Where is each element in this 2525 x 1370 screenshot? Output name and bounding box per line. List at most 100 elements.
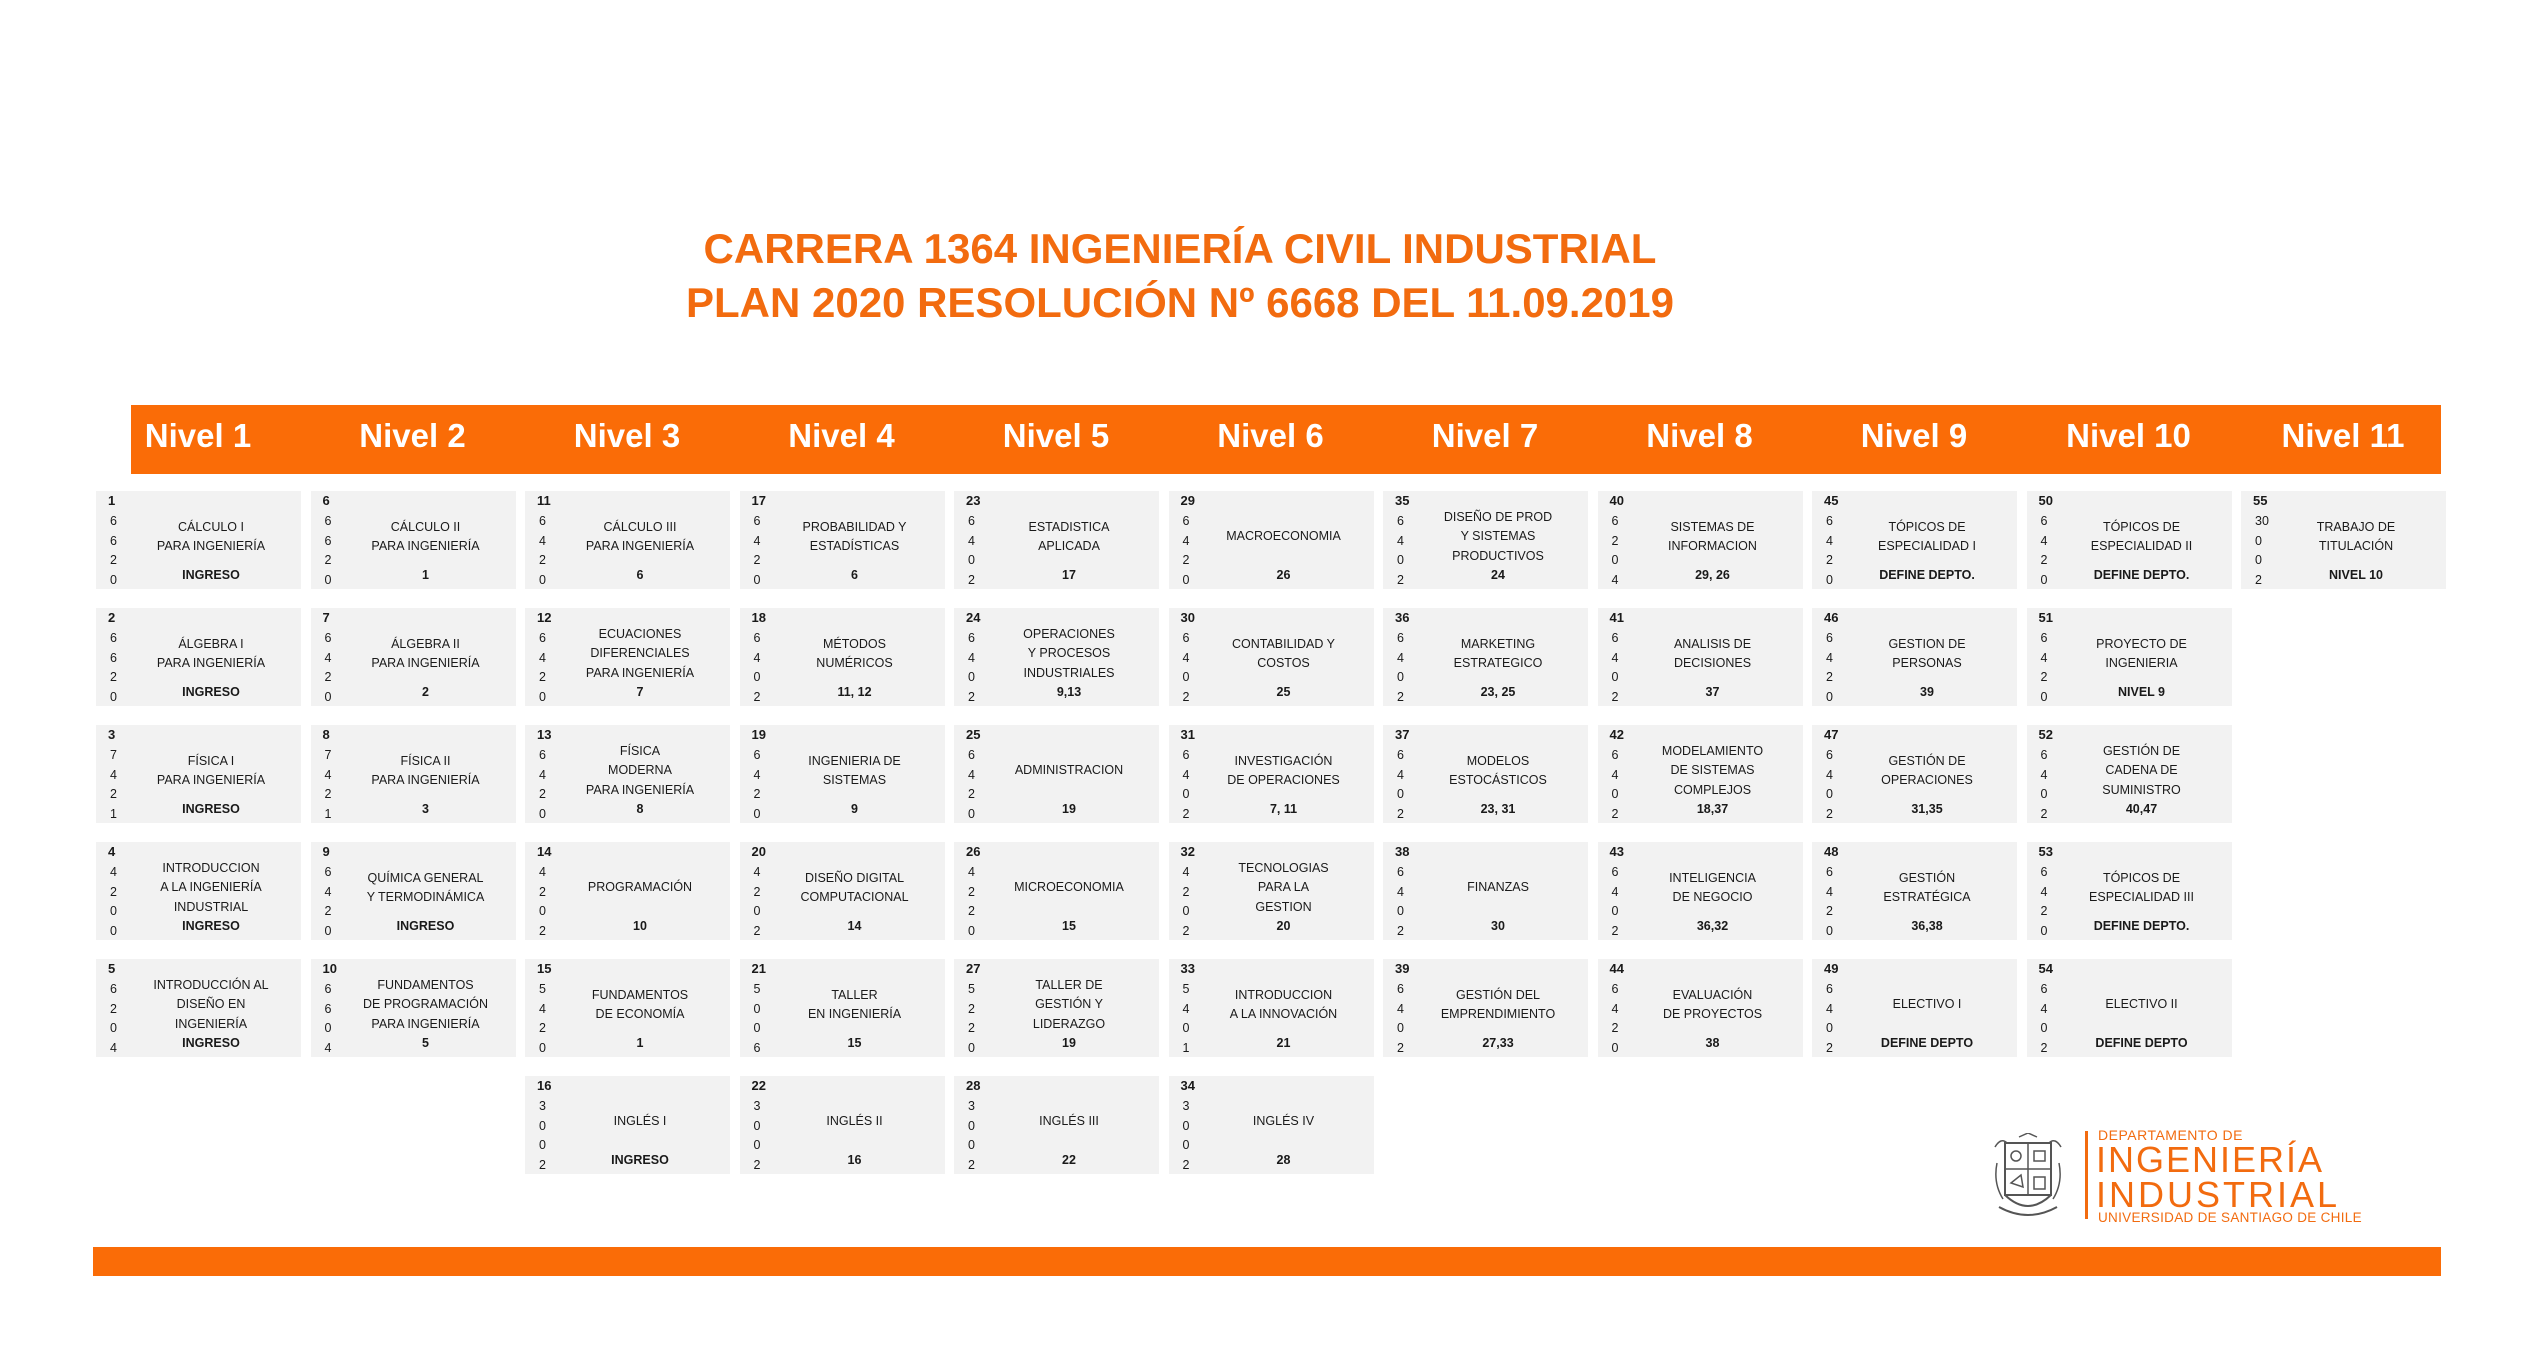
course-stat: 0 [1611,553,1619,567]
course-stat: 4 [2040,884,2048,899]
level-header-10: Nivel 10 [2066,417,2191,454]
course-prerequisite: 9 [851,802,858,816]
course-stat: 0 [968,1040,975,1055]
course-stat: 0 [968,1118,975,1133]
course-stats: 6 4 0 2 [2041,746,2057,824]
course-prerequisite: 23, 25 [1480,685,1516,699]
course-name: Investigación De Operaciones [1227,753,1340,788]
course-stat: 0 [110,923,117,938]
course-stat: 4 [1182,650,1190,665]
course-stat: 2 [2255,572,2262,587]
course-number: 14 [537,844,552,859]
levels-header-bar: Nivel 1 Nivel 2 Nivel 3 Nivel 4 Nivel 5 Nivel… [131,405,2441,474]
course-stats: 6 4 2 0 [2041,629,2057,707]
course-stat: 0 [539,1138,546,1152]
course-stat: 0 [2040,689,2048,704]
course-stat: 6 [753,1040,761,1055]
level-header-4: Nivel 4 [788,417,895,454]
course-stats: 6 4 2 0 [1826,629,1842,707]
course-number: 52 [2038,727,2053,742]
course-stat: 2 [539,787,546,801]
course-number: 6 [322,493,330,508]
course-stat: 2 [1611,1021,1619,1035]
course-card: 4 4 2 0 0 Introduccion A La Ingeniería Indust… [96,842,301,940]
course-name: Gestion De Personas [1888,636,1966,671]
course-stats: 6 4 2 0 [754,512,770,590]
level-header-11: Nivel 11 [2281,417,2405,454]
course-card: 21 5 0 0 6 Taller En Ingeniería 15 [739,959,945,1057]
course-card: 28 3 0 0 2 Inglés III 22 [954,1076,1159,1174]
course-stat: 2 [1397,806,1404,821]
course-card: 12 6 4 2 0 Ecuaciones Diferenciales Para Inge… [525,608,730,706]
course-stats: 4 2 0 2 [754,863,770,941]
course-stat: 4 [753,533,761,548]
course-number: 43 [1609,844,1624,859]
course-name: Física Moderna Para Ingeniería [585,743,695,797]
course-stat: 2 [2040,1040,2048,1055]
course-stats: 6 4 0 2 [1397,512,1413,590]
course-prerequisite: 17 [1062,568,1076,582]
course-number: 53 [2038,844,2053,859]
course-stats: 5 4 2 0 [539,980,555,1058]
course-stat: 0 [324,1021,332,1035]
course-stat: 0 [1397,553,1404,567]
course-stats: 4 2 0 2 [539,863,555,941]
course-name: Física II Para Ingeniería [371,753,480,788]
course-stat: 6 [2040,748,2048,762]
course-prerequisite: 1 [422,568,429,582]
course-stats: 6 2 0 4 [110,980,126,1058]
course-stat: 6 [1611,631,1619,645]
course-stats: 6 4 2 0 [1826,863,1842,941]
course-card: 20 4 2 0 2 Diseño Digital Computacional 14 [739,842,945,941]
course-number: 37 [1395,727,1410,742]
course-stat: 2 [753,923,761,938]
course-stat: 2 [2040,553,2048,567]
course-stat: 0 [1826,689,1833,704]
course-card: 13 6 4 2 0 Física Moderna Para Ingeniería 8 [525,725,730,823]
course-prerequisite: 9,13 [1056,685,1082,699]
course-number: 9 [322,844,330,859]
course-prerequisite: 31,35 [1911,802,1943,816]
course-stat: 4 [110,1040,117,1055]
course-stat: 0 [324,572,332,587]
course-stat: 2 [110,884,117,899]
course-stat: 7 [324,748,332,762]
course-stat: 6 [968,748,975,762]
course-stat: 6 [2040,982,2048,996]
course-prerequisite: DEFINE DEPTO. [2093,919,2190,933]
course-stats: 6 4 2 0 [539,746,555,824]
course-card: 17 6 4 2 0 Probabilidad Y Estadísticas 6 [739,491,945,590]
course-stat: 0 [539,904,546,918]
course-stat: 4 [1611,884,1619,899]
course-stat: 2 [1182,884,1190,899]
course-stats: 6 4 0 2 [1612,629,1628,707]
course-stat: 6 [2040,631,2048,645]
course-stat: 0 [1826,787,1833,801]
course-prerequisite: INGRESO [396,919,455,933]
course-name: Macroeconomia [1226,529,1341,544]
course-prerequisite: 30 [1491,919,1505,933]
course-card: 51 6 4 2 0 Proyecto De Ingenieria NIVEL 9 [2026,608,2232,707]
course-stats: 6 4 2 0 [1612,980,1628,1058]
course-stat: 0 [1826,923,1833,938]
course-stat: 0 [1182,1021,1190,1035]
course-stat: 1 [324,806,332,821]
course-stat: 6 [539,514,546,528]
course-prerequisite: 28 [1276,1153,1291,1167]
course-name: Estadistica Aplicada [1028,519,1110,554]
course-number: 50 [2038,493,2053,508]
course-name: Física I Para Ingeniería [156,753,266,788]
course-stat: 2 [1826,670,1833,684]
course-number: 51 [2038,610,2053,625]
course-stat: 0 [753,1138,761,1152]
course-name: Trabajo De Titulación [2316,519,2396,554]
course-name: Tópicos De Especialidad III [2089,870,2194,905]
course-name: Sistemas De Informacion [1668,519,1757,554]
course-stat: 6 [1826,514,1833,528]
course-stat: 2 [968,884,975,899]
course-stat: 2 [1182,806,1190,821]
course-stat: 6 [110,631,117,645]
course-stat: 0 [539,572,546,587]
course-stat: 2 [1611,923,1619,938]
course-stat: 2 [968,572,975,587]
